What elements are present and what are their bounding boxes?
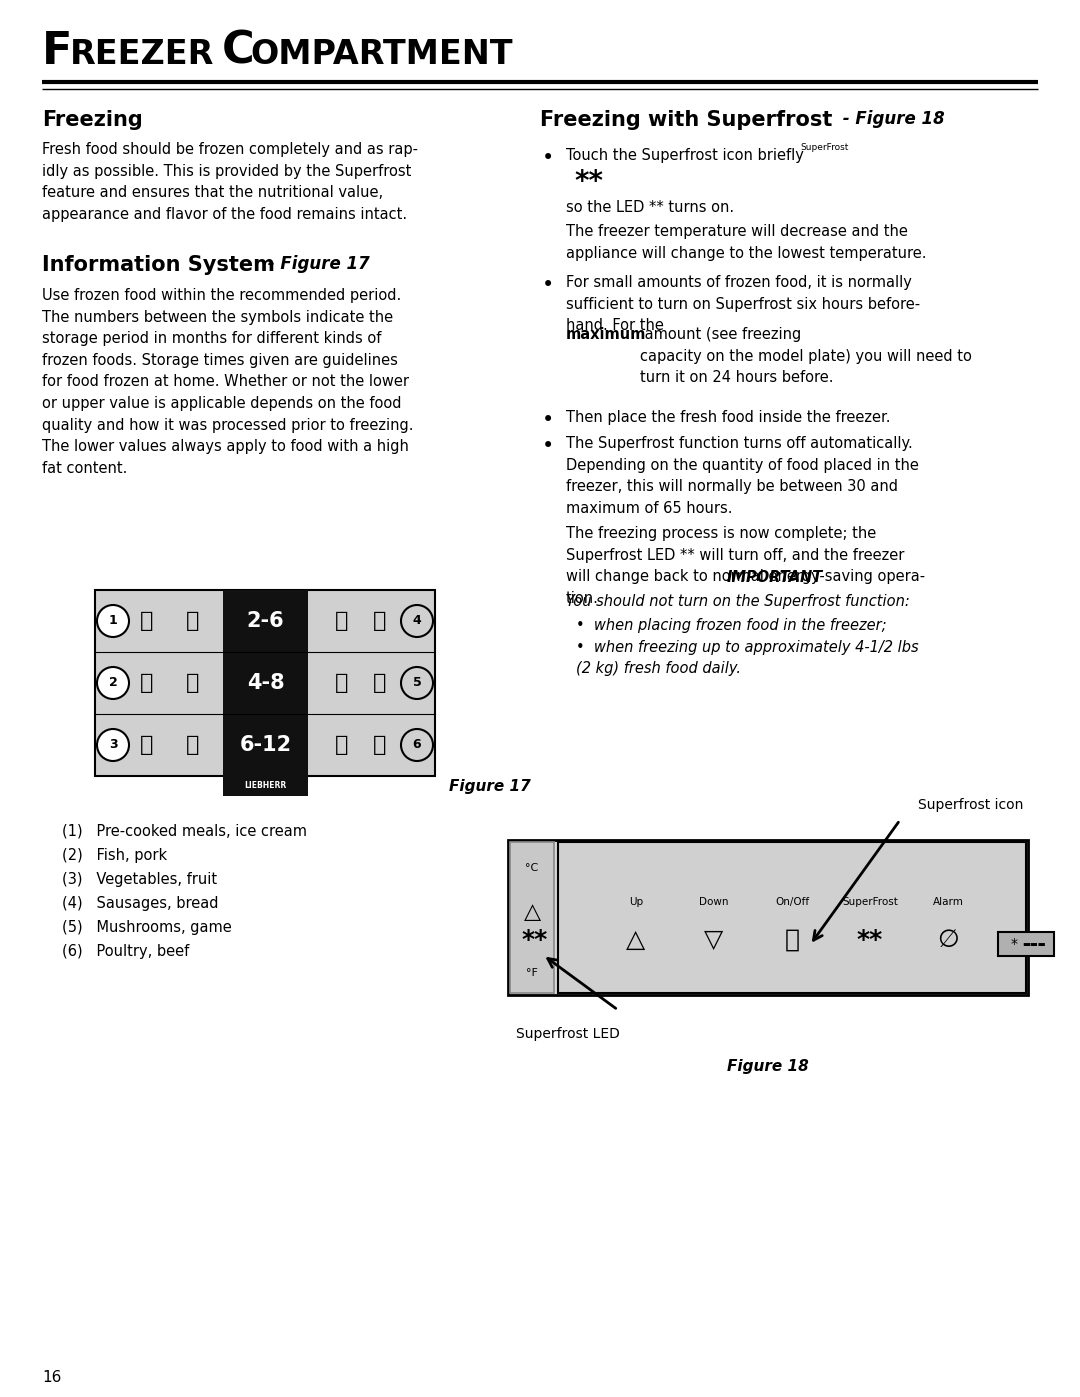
Text: 16: 16 xyxy=(42,1370,62,1384)
Text: Superfrost LED: Superfrost LED xyxy=(516,1027,620,1041)
Text: C: C xyxy=(222,29,255,73)
Text: 3: 3 xyxy=(109,739,118,752)
Text: (1)   Pre-cooked meals, ice cream: (1) Pre-cooked meals, ice cream xyxy=(62,824,307,840)
FancyBboxPatch shape xyxy=(558,842,1026,993)
Text: SuperFrost: SuperFrost xyxy=(842,897,897,907)
Text: For small amounts of frozen food, it is normally
sufficient to turn on Superfros: For small amounts of frozen food, it is … xyxy=(566,275,920,334)
Text: •: • xyxy=(542,275,554,295)
Text: Figure 18: Figure 18 xyxy=(727,1059,809,1074)
Text: (4)   Sausages, bread: (4) Sausages, bread xyxy=(62,895,218,911)
Text: 🏏: 🏏 xyxy=(187,610,200,631)
Circle shape xyxy=(401,605,433,637)
Text: 2-6: 2-6 xyxy=(246,610,284,631)
Text: °C: °C xyxy=(525,863,539,873)
Text: Then place the fresh food inside the freezer.: Then place the fresh food inside the fre… xyxy=(566,409,891,425)
Circle shape xyxy=(401,666,433,698)
FancyBboxPatch shape xyxy=(95,590,435,775)
Text: •: • xyxy=(542,148,554,168)
Text: △: △ xyxy=(626,928,646,951)
Circle shape xyxy=(97,729,129,761)
Text: °F: °F xyxy=(526,968,538,978)
Text: 🐄: 🐄 xyxy=(335,735,349,754)
Text: 🐂: 🐂 xyxy=(374,735,387,754)
Text: amount (see freezing
capacity on the model plate) you will need to
turn it on 24: amount (see freezing capacity on the mod… xyxy=(640,327,972,386)
Text: SuperFrost: SuperFrost xyxy=(800,142,849,152)
Text: Touch the Superfrost icon briefly: Touch the Superfrost icon briefly xyxy=(566,148,804,163)
Text: 🦌: 🦌 xyxy=(374,673,387,693)
Text: △: △ xyxy=(524,902,541,922)
Circle shape xyxy=(97,605,129,637)
Text: 🌶: 🌶 xyxy=(335,610,349,631)
Text: 🍎: 🍎 xyxy=(187,735,200,754)
Text: •: • xyxy=(542,409,554,430)
Text: Freezing: Freezing xyxy=(42,110,143,130)
Text: •: • xyxy=(542,436,554,455)
Text: •  when freezing up to approximately 4-1/2 lbs
(2 kg) fresh food daily.: • when freezing up to approximately 4-1/… xyxy=(576,640,919,676)
Text: You should not turn on the Superfrost function:: You should not turn on the Superfrost fu… xyxy=(566,594,909,609)
Text: REEZER: REEZER xyxy=(70,38,214,71)
FancyBboxPatch shape xyxy=(998,932,1054,956)
Text: F: F xyxy=(42,29,72,73)
Text: The freezing process is now complete; the
Superfrost LED ** will turn off, and t: The freezing process is now complete; th… xyxy=(566,527,926,606)
Text: Use frozen food within the recommended period.
The numbers between the symbols i: Use frozen food within the recommended p… xyxy=(42,288,414,476)
Text: 🍄: 🍄 xyxy=(335,673,349,693)
Text: Freezing with Superfrost: Freezing with Superfrost xyxy=(540,110,833,130)
Text: - Figure 17: - Figure 17 xyxy=(262,256,369,272)
Text: 5: 5 xyxy=(413,676,421,690)
Text: ⏻: ⏻ xyxy=(784,928,799,951)
Text: Alarm: Alarm xyxy=(932,897,963,907)
Text: so the LED ** turns on.: so the LED ** turns on. xyxy=(566,200,734,215)
Text: maximum: maximum xyxy=(566,327,646,342)
Text: 🐖: 🐖 xyxy=(187,673,200,693)
Text: - Figure 18: - Figure 18 xyxy=(837,110,945,129)
Text: 🍲: 🍲 xyxy=(140,610,153,631)
FancyBboxPatch shape xyxy=(222,775,308,796)
Text: ▽: ▽ xyxy=(704,928,724,951)
Text: Information System: Information System xyxy=(42,256,275,275)
Text: 4: 4 xyxy=(413,615,421,627)
FancyBboxPatch shape xyxy=(508,840,1028,995)
Text: (6)   Poultry, beef: (6) Poultry, beef xyxy=(62,944,189,958)
Text: (5)   Mushrooms, game: (5) Mushrooms, game xyxy=(62,921,232,935)
Text: 2: 2 xyxy=(109,676,118,690)
Text: **: ** xyxy=(573,168,603,196)
Text: OMPARTMENT: OMPARTMENT xyxy=(249,38,513,71)
FancyBboxPatch shape xyxy=(510,842,554,993)
Text: IMPORTANT: IMPORTANT xyxy=(727,570,823,585)
Text: (3)   Vegetables, fruit: (3) Vegetables, fruit xyxy=(62,872,217,887)
Text: Down: Down xyxy=(699,897,729,907)
Text: 🥕: 🥕 xyxy=(140,735,153,754)
Text: LIEBHERR: LIEBHERR xyxy=(244,781,286,791)
Text: 4-8: 4-8 xyxy=(246,673,284,693)
Text: The Superfrost function turns off automatically.
Depending on the quantity of fo: The Superfrost function turns off automa… xyxy=(566,436,919,515)
Text: 6-12: 6-12 xyxy=(240,735,292,754)
Text: The freezer temperature will decrease and the
appliance will change to the lowes: The freezer temperature will decrease an… xyxy=(566,224,927,261)
Text: Superfrost icon: Superfrost icon xyxy=(918,798,1023,812)
Text: On/Off: On/Off xyxy=(775,897,809,907)
Text: **: ** xyxy=(856,928,883,951)
Text: 1: 1 xyxy=(109,615,118,627)
Text: (2)   Fish, pork: (2) Fish, pork xyxy=(62,848,167,863)
Text: Up: Up xyxy=(629,897,643,907)
FancyBboxPatch shape xyxy=(222,590,308,775)
Text: Figure 17: Figure 17 xyxy=(449,778,530,793)
Text: 🥐: 🥐 xyxy=(374,610,387,631)
Text: 🐟: 🐟 xyxy=(140,673,153,693)
Circle shape xyxy=(401,729,433,761)
Text: ∅: ∅ xyxy=(937,928,959,951)
Text: ▬▬▬: ▬▬▬ xyxy=(1022,940,1045,949)
Text: •  when placing frozen food in the freezer;: • when placing frozen food in the freeze… xyxy=(576,617,887,633)
Text: Fresh food should be frozen completely and as rap-
idly as possible. This is pro: Fresh food should be frozen completely a… xyxy=(42,142,418,222)
Text: **: ** xyxy=(522,928,548,951)
Text: *: * xyxy=(1011,937,1017,951)
Text: 6: 6 xyxy=(413,739,421,752)
Circle shape xyxy=(97,666,129,698)
